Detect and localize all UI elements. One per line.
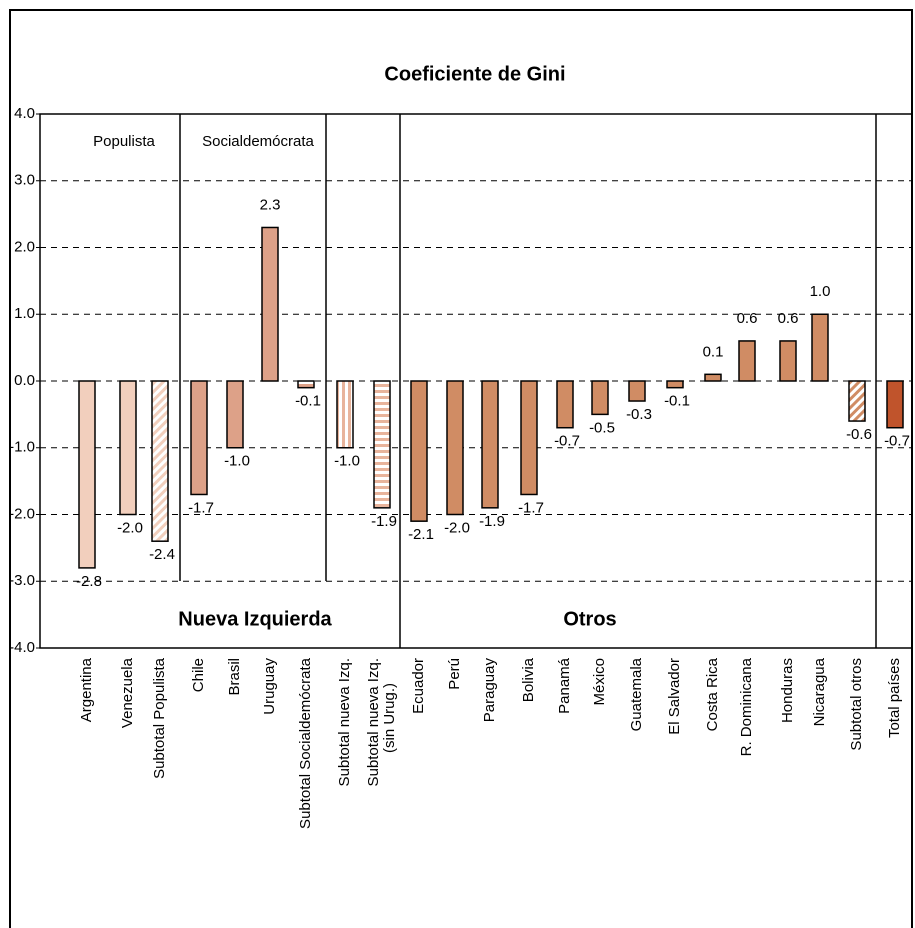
y-tick-label: 0.0 [14, 372, 35, 389]
value-label: -1.0 [334, 453, 360, 470]
x-tick-label: Ecuador [410, 658, 427, 714]
bar [628, 380, 646, 402]
bar [336, 380, 354, 449]
y-tick-label: 4.0 [14, 105, 35, 122]
bar [704, 373, 722, 382]
x-tick-label: Argentina [78, 657, 95, 722]
x-tick-label: Perú [446, 658, 463, 690]
value-label: -0.3 [626, 406, 652, 423]
value-label: 2.3 [260, 196, 281, 213]
x-tick-label: Brasil [226, 658, 243, 696]
value-label: 1.0 [810, 283, 831, 300]
group-label: Socialdemócrata [202, 133, 314, 150]
value-label: -0.7 [884, 433, 910, 450]
group-label: Populista [93, 133, 155, 150]
value-label: -0.7 [554, 433, 580, 450]
bar [848, 380, 866, 422]
value-label: -1.7 [188, 499, 214, 516]
x-tick-label: Subtotal otros [848, 658, 865, 751]
bar [811, 313, 829, 382]
y-tick-label: -3.0 [9, 572, 35, 589]
value-label: -0.1 [664, 393, 690, 410]
x-tick-label: Honduras [779, 658, 796, 723]
bar [190, 380, 208, 496]
value-label: -2.0 [444, 519, 470, 536]
value-label: -1.9 [479, 513, 505, 530]
x-tick-label: Panamá [556, 657, 573, 714]
bar [779, 340, 797, 382]
x-tick-label: Subtotal Socialdemócrata [297, 657, 314, 829]
x-tick-label: Paraguay [481, 658, 498, 723]
x-tick-label: Total países [886, 658, 903, 738]
section-label: Otros [563, 608, 616, 630]
bar [151, 380, 169, 542]
bar [373, 380, 391, 509]
y-tick-label: 1.0 [14, 305, 35, 322]
bar [226, 380, 244, 449]
x-tick-label: Bolivia [520, 657, 537, 702]
value-label: 0.1 [703, 343, 724, 360]
bar [446, 380, 464, 516]
value-label: -2.4 [149, 546, 175, 563]
value-label: -1.9 [371, 513, 397, 530]
section-label: Nueva Izquierda [178, 608, 332, 630]
bar [78, 380, 96, 569]
y-tick-label: -2.0 [9, 505, 35, 522]
bar [556, 380, 574, 429]
x-tick-label: Subtotal Populista [151, 657, 168, 779]
value-label: 0.6 [778, 310, 799, 327]
bar [261, 226, 279, 382]
value-label: -0.5 [589, 419, 615, 436]
value-label: -0.6 [846, 426, 872, 443]
bar [738, 340, 756, 382]
x-tick-label: Guatemala [628, 657, 645, 731]
y-tick-label: -1.0 [9, 439, 35, 456]
chart-title: Coeficiente de Gini [384, 63, 565, 85]
x-tick-label: Venezuela [119, 657, 136, 728]
value-label: -2.1 [408, 526, 434, 543]
x-tick-label: R. Dominicana [738, 657, 755, 756]
value-label: -0.1 [295, 393, 321, 410]
x-tick-label: Subtotal nueva Izq.(sin Urug.) [365, 658, 398, 786]
y-tick-label: 2.0 [14, 238, 35, 255]
value-label: -1.0 [224, 453, 250, 470]
x-tick-label: Chile [190, 658, 207, 692]
bar [886, 380, 904, 429]
x-tick-label: Nicaragua [811, 657, 828, 726]
bar [297, 380, 315, 389]
value-label: -1.7 [518, 499, 544, 516]
x-tick-label: Subtotal nueva Izq. [336, 658, 353, 786]
bar [666, 380, 684, 389]
bar [591, 380, 609, 416]
bar [481, 380, 499, 509]
bar [410, 380, 428, 522]
y-tick-label: -4.0 [9, 639, 35, 656]
bar [520, 380, 538, 496]
x-tick-label: Uruguay [261, 658, 278, 715]
value-label: 0.6 [737, 310, 758, 327]
value-label: -2.0 [117, 519, 143, 536]
x-tick-label: Costa Rica [704, 657, 721, 731]
x-tick-label: México [591, 658, 608, 706]
value-label: -2.8 [76, 573, 102, 590]
bar [119, 380, 137, 516]
x-tick-label: El Salvador [666, 658, 683, 735]
y-tick-label: 3.0 [14, 172, 35, 189]
